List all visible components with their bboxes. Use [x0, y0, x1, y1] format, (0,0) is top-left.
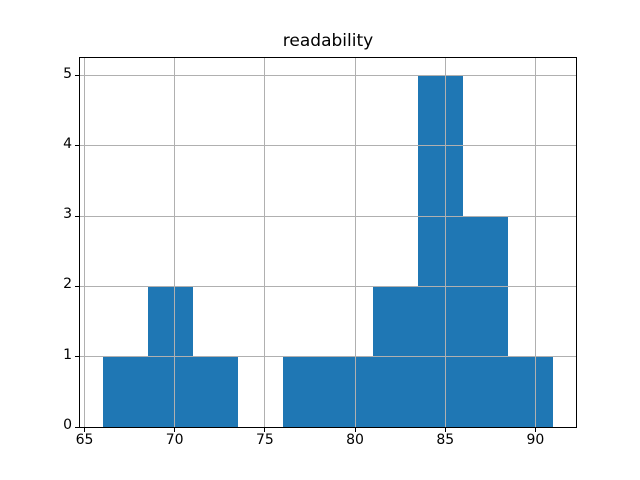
- histogram-bar: [282, 356, 328, 427]
- x-tick: [264, 428, 266, 432]
- histogram-bar: [328, 356, 374, 427]
- y-tick-label: 2: [63, 276, 72, 293]
- y-tick-label: 1: [63, 346, 72, 363]
- histogram-bar: [463, 216, 509, 427]
- y-tick: [75, 75, 79, 77]
- gridline-vertical: [264, 58, 266, 427]
- gridline-vertical: [534, 58, 536, 427]
- x-tick-label: 65: [75, 432, 94, 448]
- gridline-horizontal: [80, 285, 576, 287]
- x-tick: [354, 428, 356, 432]
- gridline-vertical: [354, 58, 356, 427]
- x-tick-label: 85: [436, 432, 455, 448]
- gridline-horizontal: [80, 145, 576, 147]
- histogram-bar: [508, 356, 554, 427]
- y-tick-label: 5: [63, 65, 72, 82]
- y-tick: [75, 285, 79, 287]
- gridline-horizontal: [80, 215, 576, 217]
- x-tick-label: 70: [165, 432, 184, 448]
- x-tick: [444, 428, 446, 432]
- gridline-vertical: [84, 58, 85, 427]
- x-tick-label: 80: [346, 432, 364, 448]
- histogram-bar: [102, 356, 148, 427]
- x-tick-label: 90: [526, 432, 545, 448]
- x-tick: [534, 428, 536, 432]
- gridline-horizontal: [80, 75, 576, 77]
- x-tick: [174, 428, 176, 432]
- y-tick: [75, 215, 79, 217]
- y-tick: [75, 356, 79, 358]
- gridline-vertical: [174, 58, 176, 427]
- y-tick: [75, 145, 79, 147]
- histogram-bar: [418, 75, 464, 427]
- histogram-bar: [192, 356, 238, 427]
- chart-title: readability: [282, 31, 374, 51]
- plot-area: [79, 57, 577, 428]
- grid-layer: [80, 58, 576, 427]
- y-tick-label: 3: [63, 206, 72, 223]
- gridline-vertical: [444, 58, 446, 427]
- gridline-horizontal: [80, 356, 576, 358]
- y-tick-label: 4: [63, 135, 72, 152]
- x-tick: [84, 428, 85, 432]
- y-tick-label: 0: [63, 417, 72, 433]
- y-tick: [75, 426, 79, 428]
- x-tick-label: 75: [255, 432, 274, 448]
